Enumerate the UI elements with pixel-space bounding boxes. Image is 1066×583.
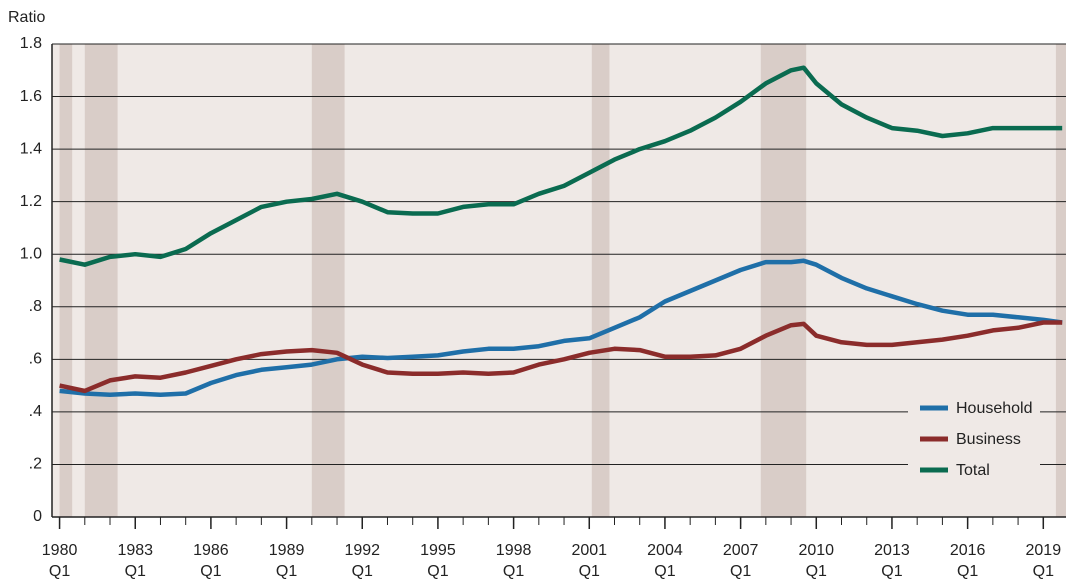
x-tick-quarter: Q1 [427, 563, 448, 580]
x-tick-label: 1998 [496, 542, 532, 559]
x-tick-quarter: Q1 [957, 563, 978, 580]
x-tick-label: 2010 [798, 542, 834, 559]
x-tick-quarter: Q1 [1033, 563, 1054, 580]
x-tick-quarter: Q1 [276, 563, 297, 580]
y-tick-label: .2 [29, 456, 42, 473]
y-tick-label: 1.6 [20, 88, 42, 105]
plot-background [52, 44, 1066, 517]
x-tick-label: 2019 [1026, 542, 1062, 559]
y-tick-label: 1.0 [20, 245, 42, 262]
x-tick-quarter: Q1 [654, 563, 675, 580]
series-line [59, 65, 1063, 267]
y-tick-label: .8 [29, 298, 42, 315]
recession-shade [311, 44, 345, 517]
x-tick-label: 2013 [874, 542, 910, 559]
x-tick-quarter: Q1 [881, 563, 902, 580]
y-tick-label: 1.4 [20, 140, 42, 157]
x-tick-label: 2001 [571, 542, 607, 559]
x-tick-label: 1992 [344, 542, 380, 559]
series-line [59, 258, 1063, 398]
legend-label: Business [956, 431, 1021, 448]
x-tick-quarter: Q1 [806, 563, 827, 580]
recession-shade [59, 44, 73, 517]
x-tick-label: 1986 [193, 542, 229, 559]
x-tick-label: 2007 [723, 542, 759, 559]
x-tick-quarter: Q1 [125, 563, 146, 580]
x-tick-quarter: Q1 [730, 563, 751, 580]
recession-shade [84, 44, 118, 517]
x-tick-label: 1989 [269, 542, 305, 559]
legend-label: Household [956, 400, 1033, 417]
y-tick-label: 1.8 [20, 35, 42, 52]
x-tick-quarter: Q1 [200, 563, 221, 580]
y-axis-label: Ratio [8, 9, 45, 26]
y-tick-label: 1.2 [20, 193, 42, 210]
y-tick-label: .4 [29, 403, 42, 420]
x-tick-label: 2016 [950, 542, 986, 559]
recession-shade [1055, 44, 1066, 517]
recession-shade [591, 44, 610, 517]
y-tick-label: 0 [33, 508, 42, 525]
y-tick-label: .6 [29, 351, 42, 368]
x-tick-quarter: Q1 [579, 563, 600, 580]
x-tick-quarter: Q1 [352, 563, 373, 580]
series-line [59, 320, 1063, 394]
x-tick-label: 1995 [420, 542, 456, 559]
legend-label: Total [956, 462, 990, 479]
recession-shade [760, 44, 807, 517]
x-tick-quarter: Q1 [503, 563, 524, 580]
x-tick-label: 1983 [117, 542, 153, 559]
x-tick-label: 2004 [647, 542, 683, 559]
x-tick-label: 1980 [42, 542, 78, 559]
x-tick-quarter: Q1 [49, 563, 70, 580]
